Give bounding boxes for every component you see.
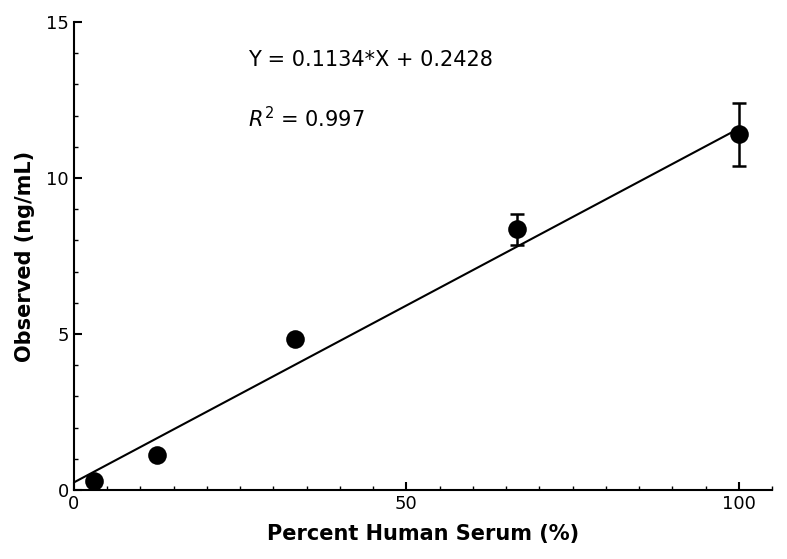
Point [87,477,100,486]
X-axis label: Percent Human Serum (%): Percent Human Serum (%) [267,524,579,544]
Point [511,225,523,234]
Text: $R^2$ = 0.997: $R^2$ = 0.997 [249,106,365,131]
Y-axis label: Observed (ng/mL): Observed (ng/mL) [15,150,35,362]
Point [733,130,745,139]
Point [289,334,301,343]
Text: Y = 0.1134*X + 0.2428: Y = 0.1134*X + 0.2428 [249,50,493,70]
Point [150,451,163,459]
